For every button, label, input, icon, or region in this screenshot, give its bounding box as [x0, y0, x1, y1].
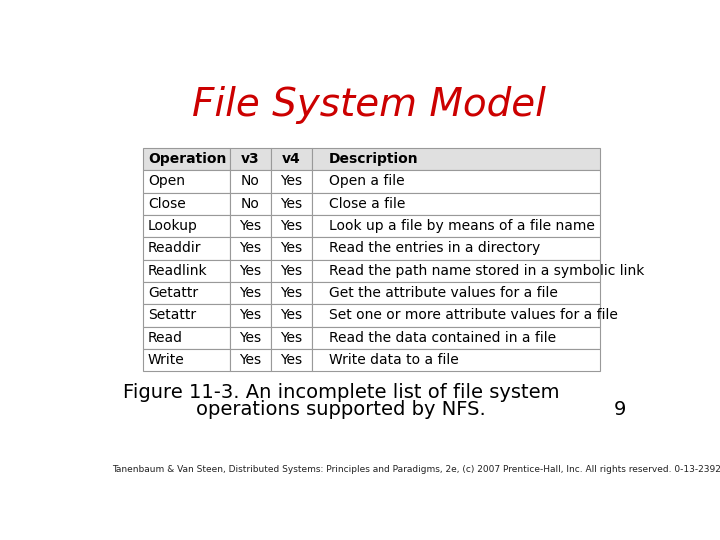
Text: Get the attribute values for a file: Get the attribute values for a file: [329, 286, 558, 300]
Bar: [312, 237, 600, 260]
Bar: [312, 349, 600, 372]
Bar: [271, 327, 312, 349]
Text: Set one or more attribute values for a file: Set one or more attribute values for a f…: [329, 308, 618, 322]
Bar: [143, 170, 230, 193]
Bar: [143, 349, 230, 372]
Text: Read the data contained in a file: Read the data contained in a file: [329, 331, 557, 345]
Text: Yes: Yes: [280, 331, 302, 345]
Text: Readlink: Readlink: [148, 264, 207, 278]
Bar: [143, 148, 230, 170]
Bar: [230, 327, 271, 349]
Text: Look up a file by means of a file name: Look up a file by means of a file name: [329, 219, 595, 233]
Bar: [312, 193, 600, 215]
Bar: [271, 304, 312, 327]
Text: operations supported by NFS.: operations supported by NFS.: [197, 400, 486, 419]
Text: Yes: Yes: [280, 197, 302, 211]
Bar: [230, 193, 271, 215]
Text: Getattr: Getattr: [148, 286, 198, 300]
Bar: [230, 170, 271, 193]
Bar: [143, 282, 230, 304]
Text: File System Model: File System Model: [192, 86, 546, 124]
Text: Yes: Yes: [280, 353, 302, 367]
Text: Yes: Yes: [280, 219, 302, 233]
Text: Tanenbaum & Van Steen, Distributed Systems: Principles and Paradigms, 2e, (c) 20: Tanenbaum & Van Steen, Distributed Syste…: [112, 465, 720, 475]
Text: Open a file: Open a file: [329, 174, 405, 188]
Text: Yes: Yes: [239, 264, 261, 278]
Bar: [230, 349, 271, 372]
Bar: [271, 170, 312, 193]
Bar: [143, 327, 230, 349]
Bar: [230, 304, 271, 327]
Text: Yes: Yes: [239, 286, 261, 300]
Bar: [271, 215, 312, 237]
Bar: [312, 282, 600, 304]
Text: Operation: Operation: [148, 152, 226, 166]
Bar: [230, 215, 271, 237]
Text: Yes: Yes: [280, 308, 302, 322]
Bar: [143, 215, 230, 237]
Text: Description: Description: [329, 152, 419, 166]
Text: Yes: Yes: [239, 308, 261, 322]
Text: Write: Write: [148, 353, 184, 367]
Bar: [271, 237, 312, 260]
Bar: [271, 349, 312, 372]
Text: Setattr: Setattr: [148, 308, 196, 322]
Text: Close a file: Close a file: [329, 197, 405, 211]
Text: Readdir: Readdir: [148, 241, 202, 255]
Bar: [312, 148, 600, 170]
Text: v4: v4: [282, 152, 301, 166]
Text: No: No: [240, 197, 260, 211]
Bar: [271, 282, 312, 304]
Bar: [143, 193, 230, 215]
Text: No: No: [240, 174, 260, 188]
Text: Write data to a file: Write data to a file: [329, 353, 459, 367]
Text: Yes: Yes: [280, 241, 302, 255]
Bar: [271, 148, 312, 170]
Text: Close: Close: [148, 197, 186, 211]
Text: Yes: Yes: [280, 286, 302, 300]
Text: Read: Read: [148, 331, 183, 345]
Bar: [230, 282, 271, 304]
Text: 9: 9: [614, 400, 626, 419]
Text: Figure 11-3. An incomplete list of file system: Figure 11-3. An incomplete list of file …: [123, 383, 559, 402]
Bar: [312, 260, 600, 282]
Text: Lookup: Lookup: [148, 219, 198, 233]
Text: Read the path name stored in a symbolic link: Read the path name stored in a symbolic …: [329, 264, 644, 278]
Bar: [230, 260, 271, 282]
Bar: [271, 193, 312, 215]
Text: Yes: Yes: [280, 174, 302, 188]
Bar: [143, 260, 230, 282]
Text: Yes: Yes: [239, 331, 261, 345]
Text: Yes: Yes: [239, 353, 261, 367]
Bar: [312, 304, 600, 327]
Text: Yes: Yes: [280, 264, 302, 278]
Text: Yes: Yes: [239, 241, 261, 255]
Text: Read the entries in a directory: Read the entries in a directory: [329, 241, 541, 255]
Bar: [312, 215, 600, 237]
Text: Open: Open: [148, 174, 185, 188]
Bar: [271, 260, 312, 282]
Bar: [143, 304, 230, 327]
Bar: [230, 237, 271, 260]
Text: Yes: Yes: [239, 219, 261, 233]
Bar: [143, 237, 230, 260]
Bar: [312, 327, 600, 349]
Bar: [312, 170, 600, 193]
Bar: [230, 148, 271, 170]
Text: v3: v3: [241, 152, 259, 166]
